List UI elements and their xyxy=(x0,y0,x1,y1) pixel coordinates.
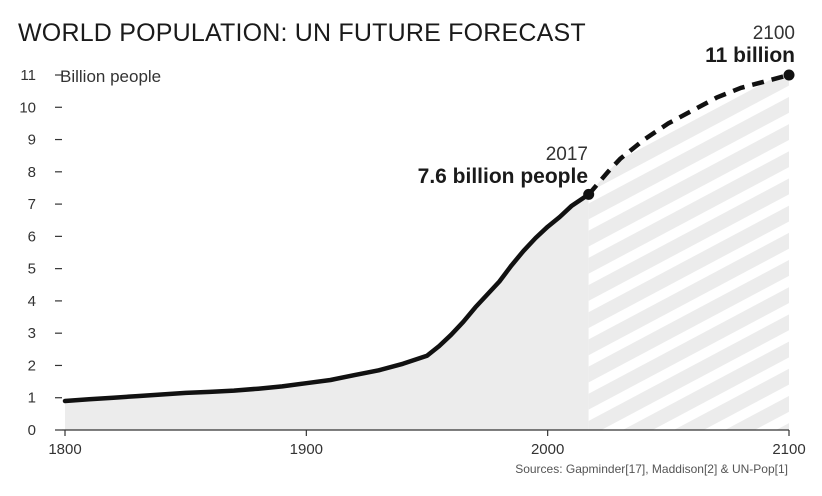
chart-title: WORLD POPULATION: UN FUTURE FORECAST xyxy=(18,19,586,47)
y-tick-label-9: 9 xyxy=(28,132,36,149)
annotation-2100-year: 2100 xyxy=(753,23,795,44)
x-tick-label-1900: 1900 xyxy=(290,441,323,458)
point-marker-2017 xyxy=(583,188,595,200)
y-tick-label-5: 5 xyxy=(28,261,36,278)
annotation-2100-value: 11 billion xyxy=(705,44,795,67)
y-tick-label-1: 1 xyxy=(28,390,36,407)
y-tick-label-11: 11 xyxy=(20,67,36,84)
annotation-2017-value: 7.6 billion people xyxy=(418,165,588,188)
y-tick-label-3: 3 xyxy=(28,325,36,342)
marker-layer xyxy=(583,69,795,200)
point-marker-2100 xyxy=(783,69,795,81)
axis-layer: 1800 1900 2000 2100 0 1 2 3 4 5 6 7 8 9 10 11 xyxy=(19,67,805,458)
y-axis-label: Billion people xyxy=(60,67,161,86)
line-layer xyxy=(62,72,790,404)
x-tick-label-2100: 2100 xyxy=(772,441,805,458)
annotation-2017-year: 2017 xyxy=(546,144,588,165)
historical-population-line xyxy=(62,192,591,404)
y-tick-label-10: 10 xyxy=(19,99,36,116)
y-tick-label-6: 6 xyxy=(28,228,36,245)
y-tick-label-2: 2 xyxy=(28,357,36,374)
historical-area xyxy=(65,194,589,430)
area-layer xyxy=(65,75,789,430)
x-tick-label-2000: 2000 xyxy=(531,441,564,458)
forecast-population-line xyxy=(586,72,790,196)
y-tick-label-7: 7 xyxy=(28,196,36,213)
source-note: Sources: Gapminder[17], Maddison[2] & UN… xyxy=(515,462,788,476)
forecast-area xyxy=(588,75,789,430)
y-tick-label-0: 0 xyxy=(28,422,36,439)
y-tick-label-8: 8 xyxy=(28,164,36,181)
x-tick-label-1800: 1800 xyxy=(48,441,81,458)
y-tick-label-4: 4 xyxy=(28,293,36,310)
